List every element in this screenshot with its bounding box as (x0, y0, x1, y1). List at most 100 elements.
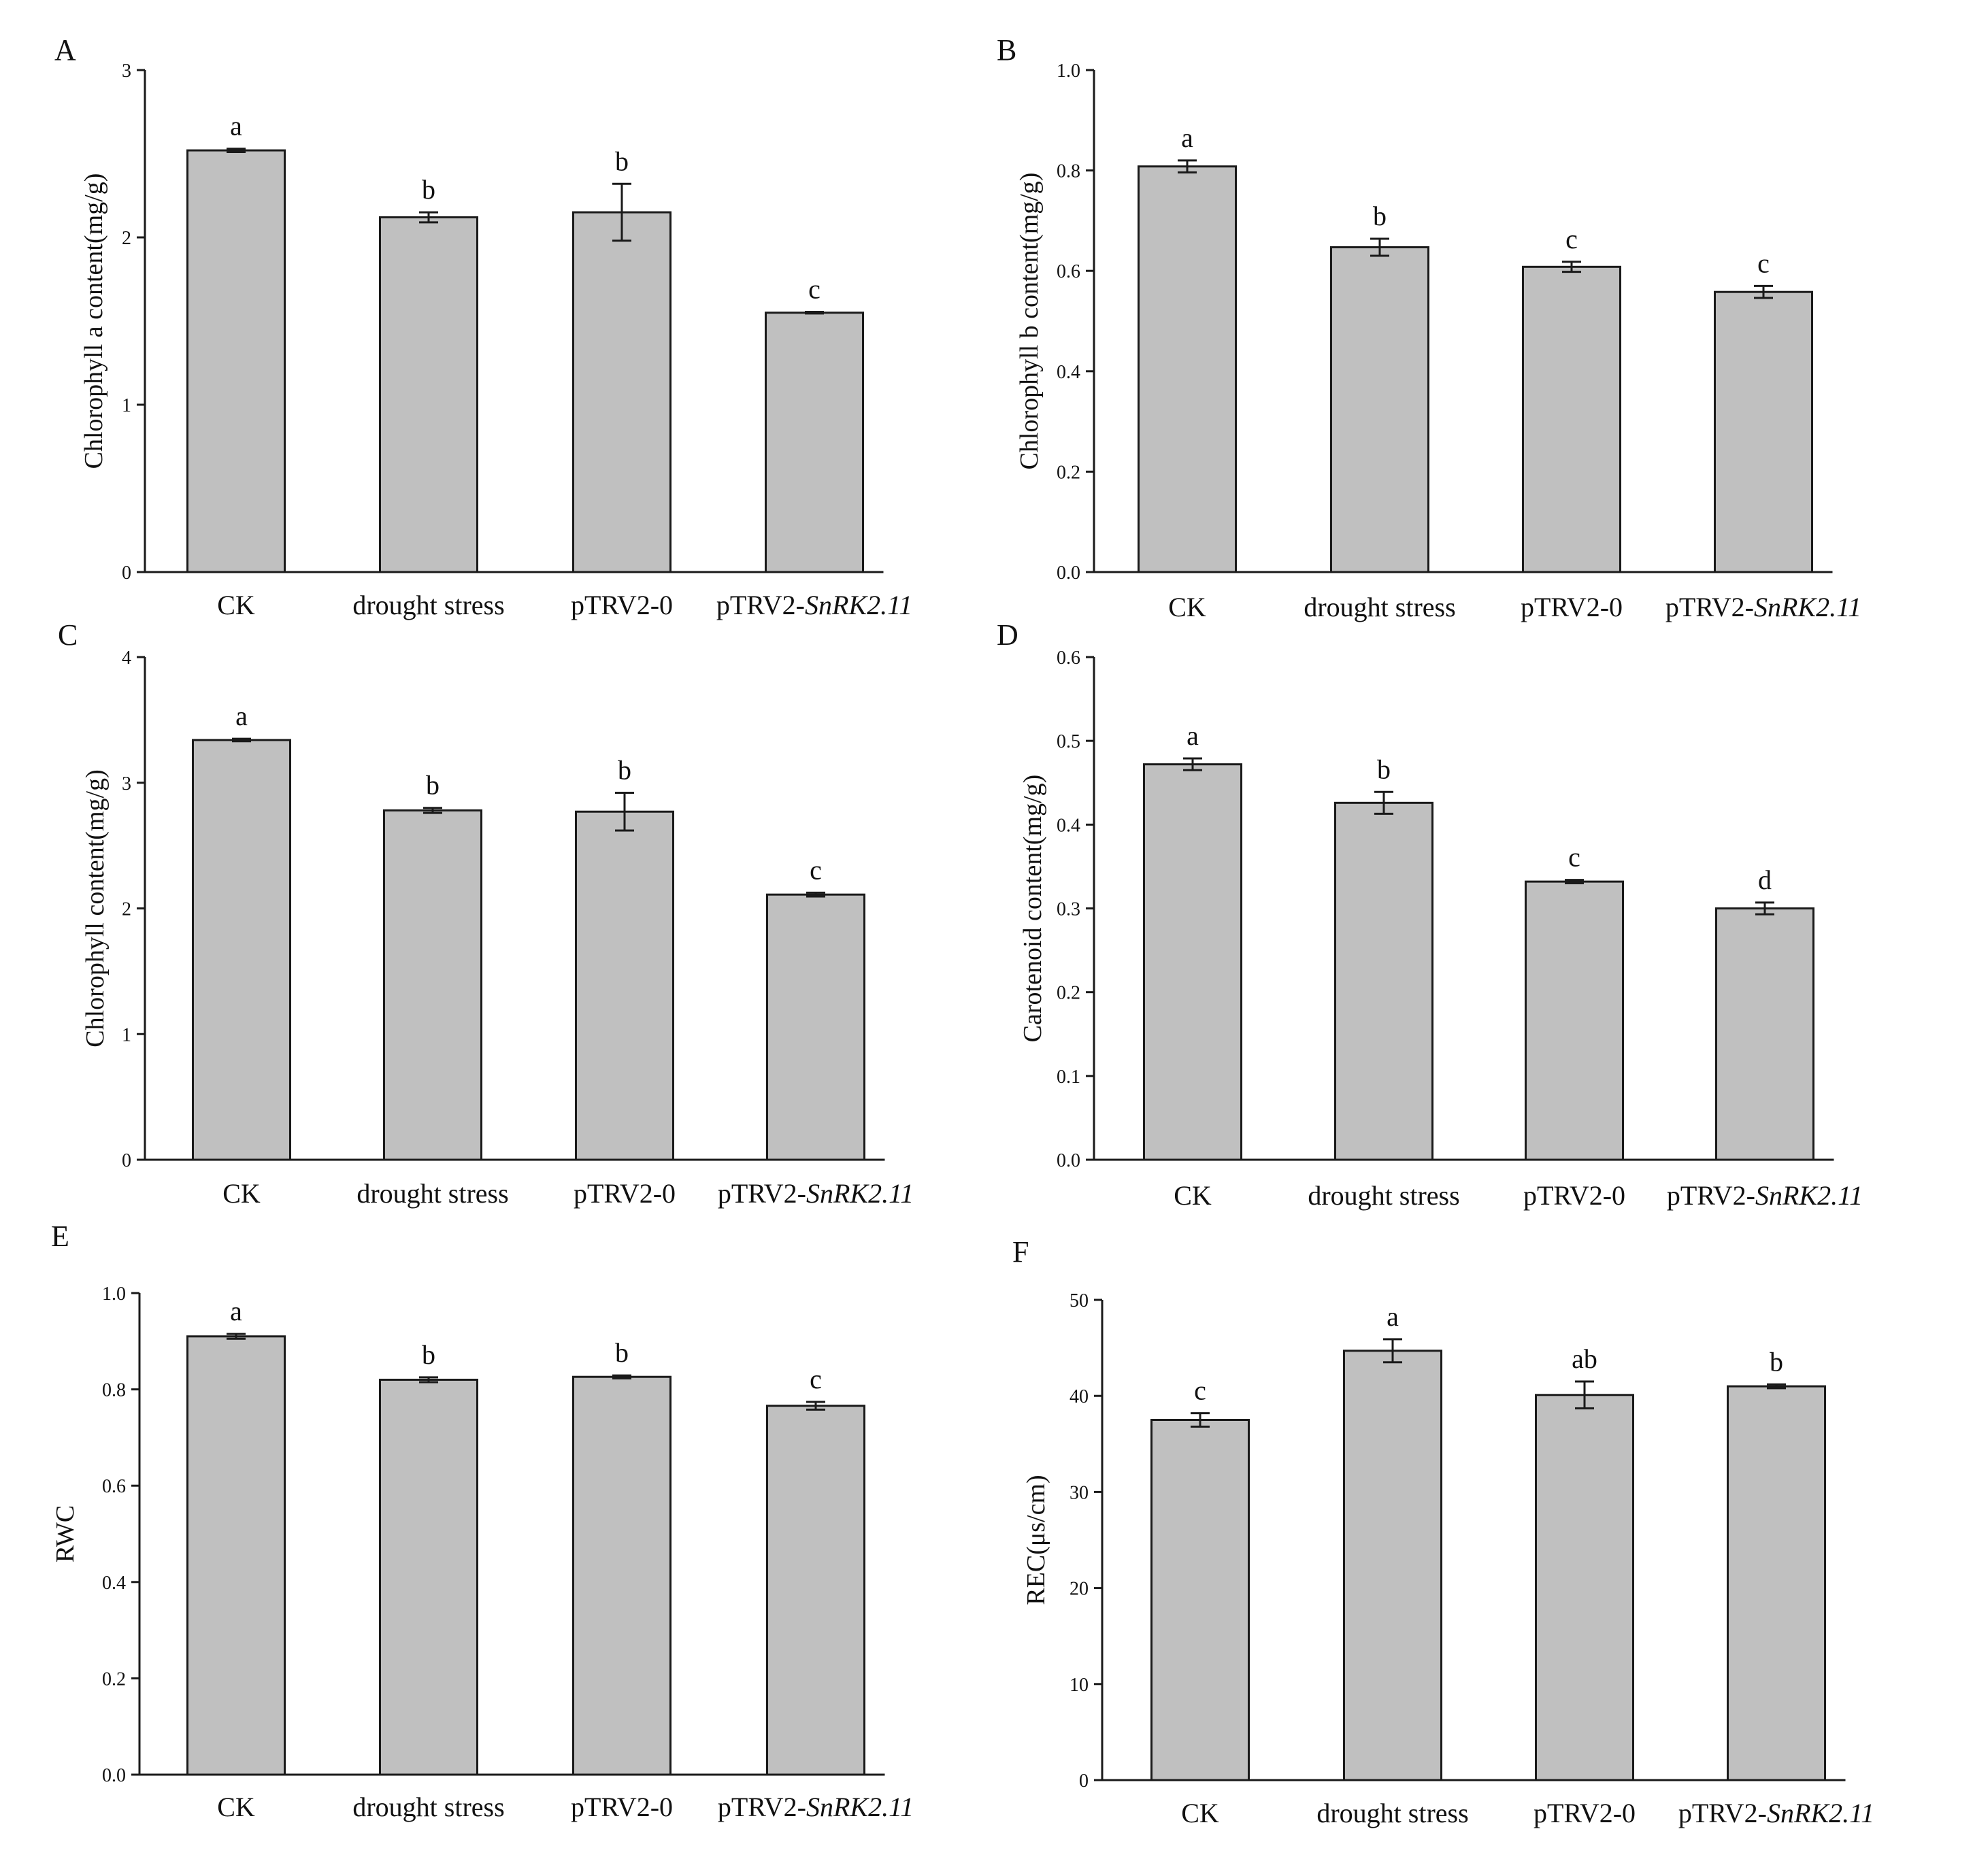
y-axis-label: REC(μs/cm) (1022, 1475, 1050, 1605)
bar-3 (1535, 1394, 1634, 1781)
category-label: pTRV2-0 (1521, 592, 1623, 622)
y-tick-label: 0.8 (1057, 161, 1080, 182)
category-label: CK (1181, 1798, 1219, 1828)
bar-3 (575, 810, 674, 1161)
bar-1 (1150, 1419, 1250, 1781)
y-tick-label: 50 (1070, 1290, 1089, 1311)
y-tick-label: 0.2 (1057, 983, 1080, 1004)
bar-3 (1522, 265, 1621, 573)
bar-1 (192, 739, 291, 1161)
category-label: pTRV2-0 (1523, 1180, 1625, 1211)
significance-letter: a (235, 701, 248, 731)
significance-letter: b (618, 755, 631, 786)
category-label: pTRV2-SnRK2.11 (1667, 1180, 1863, 1211)
category-label: pTRV2-SnRK2.11 (1665, 592, 1861, 622)
significance-letter: b (615, 146, 629, 176)
category-label: drought stress (352, 590, 504, 620)
y-tick-label: 3 (122, 61, 131, 82)
significance-letter: a (1387, 1301, 1399, 1332)
y-tick-label: 0.0 (102, 1765, 126, 1786)
y-tick-label: 0.6 (1057, 648, 1080, 669)
y-tick-label: 1 (122, 395, 131, 416)
significance-letter: d (1758, 865, 1772, 895)
y-axis-label: Chlorophyll b content(mg/g) (1015, 173, 1044, 470)
bar-1 (1143, 763, 1242, 1161)
panel-c: C 0 1 2 3 4 Chlorophyll content(mg/g) a CK b droug… (58, 618, 914, 1209)
bar-3 (572, 1375, 672, 1776)
y-tick-label: 0.6 (102, 1476, 126, 1497)
y-tick-label: 0.2 (102, 1669, 126, 1690)
significance-letter: c (1194, 1375, 1206, 1406)
y-tick-label: 30 (1070, 1482, 1089, 1503)
category-label: pTRV2-0 (571, 1792, 673, 1822)
bar-2 (1343, 1350, 1442, 1781)
category-label: pTRV2-0 (571, 590, 673, 620)
y-tick-label: 0.2 (1057, 462, 1080, 483)
significance-letter: c (1565, 224, 1578, 254)
y-tick-label: 0.6 (1057, 261, 1080, 282)
category-label: drought stress (1308, 1180, 1459, 1211)
y-tick-label: 1.0 (1057, 61, 1080, 82)
bar-2 (379, 216, 478, 573)
y-tick-label: 0.3 (1057, 899, 1080, 920)
panel-letter-e: E (51, 1220, 69, 1253)
bar-3 (1525, 880, 1624, 1161)
y-tick-label: 0.5 (1057, 731, 1080, 752)
bar-2 (1334, 801, 1433, 1161)
category-label: drought stress (352, 1792, 504, 1822)
y-tick-label: 0 (122, 1150, 131, 1171)
significance-letter: c (1757, 248, 1770, 278)
category-label: CK (1168, 592, 1206, 622)
category-label: drought stress (357, 1178, 508, 1209)
y-tick-label: 3 (122, 773, 131, 794)
significance-letter: b (426, 770, 440, 801)
y-tick-label: 0.4 (1057, 815, 1080, 836)
bar-4 (765, 312, 864, 573)
y-tick-label: 0 (122, 563, 131, 584)
bar-4 (1714, 290, 1813, 573)
category-label: CK (217, 590, 255, 620)
significance-letter: c (810, 854, 822, 885)
y-tick-label: 4 (122, 648, 131, 669)
category-label: pTRV2-0 (1533, 1798, 1636, 1828)
y-tick-label: 1 (122, 1024, 131, 1045)
bar-4 (1715, 907, 1814, 1161)
panel-d: D 0.0 0.1 0.2 0.3 0.4 0.5 0.6 Carotenoid content… (997, 618, 1863, 1211)
panel-letter-d: D (997, 618, 1018, 652)
significance-letter: c (1568, 842, 1580, 873)
y-tick-label: 0 (1079, 1771, 1089, 1792)
significance-letter: a (1181, 122, 1193, 153)
y-tick-label: 0.8 (102, 1380, 126, 1401)
y-axis-label: Chlorophyll a content(mg/g) (80, 173, 108, 469)
category-label: drought stress (1304, 592, 1455, 622)
bar-1 (186, 1335, 286, 1776)
panel-letter-a: A (54, 33, 76, 67)
category-label: pTRV2-0 (574, 1178, 676, 1209)
significance-letter: a (230, 111, 242, 141)
y-tick-label: 0.0 (1057, 563, 1080, 584)
y-tick-label: 2 (122, 228, 131, 249)
y-tick-label: 0.4 (102, 1573, 126, 1594)
significance-letter: a (230, 1296, 242, 1326)
significance-letter: b (422, 1339, 435, 1370)
y-axis-label: RWC (51, 1505, 80, 1562)
bar-2 (379, 1378, 478, 1776)
y-tick-label: 10 (1070, 1675, 1089, 1696)
bar-2 (383, 809, 482, 1161)
category-label: drought stress (1316, 1798, 1468, 1828)
category-label: pTRV2-SnRK2.11 (718, 1792, 914, 1822)
y-axis-label: Chlorophyll content(mg/g) (81, 769, 110, 1047)
y-tick-label: 1.0 (102, 1284, 126, 1305)
significance-letter: b (1770, 1346, 1783, 1377)
category-label: pTRV2-SnRK2.11 (1678, 1798, 1874, 1828)
panel-letter-b: B (997, 33, 1016, 67)
panel-letter-c: C (58, 618, 78, 652)
bar-4 (766, 1405, 865, 1776)
panel-f: F 0 10 20 30 40 50 REC(μs/cm) c CK a drought stress… (1012, 1235, 1874, 1828)
bar-1 (1138, 165, 1237, 573)
significance-letter: ab (1572, 1343, 1597, 1374)
category-label: pTRV2-SnRK2.11 (718, 1178, 914, 1209)
category-label: CK (222, 1178, 261, 1209)
significance-letter: b (422, 174, 435, 205)
